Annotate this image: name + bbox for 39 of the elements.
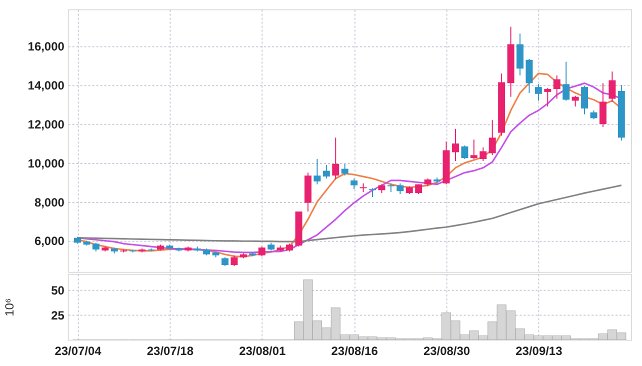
- candlestick: [553, 74, 560, 100]
- candlestick: [322, 164, 330, 179]
- line-series: [76, 184, 622, 243]
- y-tick-label: 10,000: [28, 156, 65, 170]
- candlestick: [544, 88, 552, 108]
- candlestick: [341, 163, 348, 176]
- y-tick-label: 12,000: [28, 118, 65, 132]
- candlestick: [534, 84, 542, 102]
- candlestick: [258, 246, 266, 257]
- candlestick: [488, 120, 496, 156]
- candlestick: [562, 61, 570, 102]
- candlestick: [332, 137, 340, 180]
- candlestick: [350, 178, 358, 190]
- candlestick: [526, 58, 533, 94]
- y-tick-label: 50: [51, 283, 65, 298]
- candlestick: [470, 139, 478, 160]
- candlestick: [452, 128, 459, 162]
- y-tick-label: 25: [51, 308, 65, 322]
- candlestick: [608, 71, 616, 102]
- y-tick-label: 6,000: [34, 234, 65, 248]
- x-tick-label: 23/08/30: [423, 344, 470, 358]
- y-tick-label: 8,000: [34, 195, 65, 210]
- candlestick: [480, 146, 487, 162]
- y-axis-title: 10⁶: [2, 298, 16, 316]
- y-tick-label: 16,000: [28, 40, 65, 54]
- candlestick: [461, 144, 468, 160]
- x-tick-label: 23/08/16: [331, 344, 378, 358]
- x-tick-label: 23/07/04: [54, 344, 102, 358]
- candlestick: [572, 95, 579, 108]
- candlestick: [581, 86, 588, 115]
- candlestick: [369, 188, 376, 198]
- candlestick: [599, 82, 606, 128]
- candlestick: [314, 158, 321, 185]
- y-tick-label: 14,000: [28, 78, 65, 93]
- candlestick: [396, 182, 404, 195]
- candlestick: [230, 254, 238, 267]
- x-tick-label: 23/08/01: [239, 344, 286, 358]
- x-tick-label: 23/09/13: [516, 344, 563, 358]
- x-tick-label: 23/07/18: [146, 344, 194, 358]
